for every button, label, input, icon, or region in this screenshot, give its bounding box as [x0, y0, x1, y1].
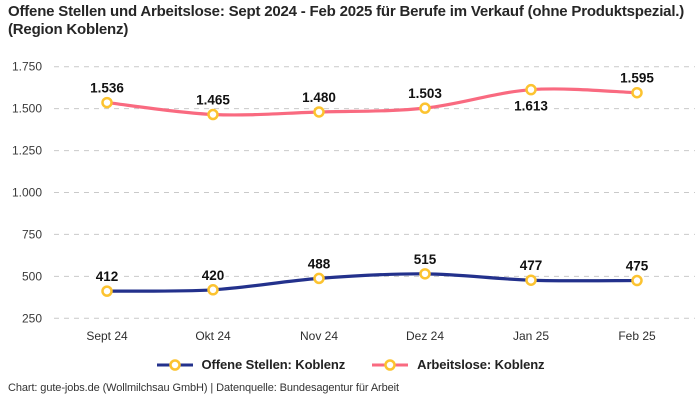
- svg-text:1.595: 1.595: [620, 71, 654, 86]
- svg-text:500: 500: [22, 269, 42, 283]
- svg-text:1.613: 1.613: [514, 99, 548, 114]
- svg-text:1.000: 1.000: [12, 186, 42, 200]
- svg-text:488: 488: [308, 256, 331, 271]
- svg-text:1.536: 1.536: [90, 81, 124, 96]
- legend-swatch-line-circle-icon: [156, 358, 193, 371]
- svg-text:1.465: 1.465: [196, 93, 230, 108]
- svg-text:412: 412: [96, 269, 119, 284]
- svg-text:250: 250: [22, 311, 42, 325]
- svg-text:1.500: 1.500: [12, 102, 42, 116]
- svg-text:1.250: 1.250: [12, 144, 42, 158]
- legend-swatch-line-circle-icon: [372, 358, 409, 371]
- svg-text:Dez 24: Dez 24: [406, 329, 444, 343]
- svg-text:Nov 24: Nov 24: [300, 329, 338, 343]
- svg-text:Sept 24: Sept 24: [86, 329, 128, 343]
- svg-text:1.503: 1.503: [408, 86, 442, 101]
- svg-text:1.750: 1.750: [12, 60, 42, 74]
- svg-text:Okt 24: Okt 24: [195, 329, 231, 343]
- svg-text:477: 477: [520, 258, 543, 273]
- svg-text:1.480: 1.480: [302, 90, 336, 105]
- svg-text:515: 515: [414, 252, 437, 267]
- svg-text:750: 750: [22, 227, 42, 241]
- chart-legend: Offene Stellen: Koblenz Arbeitslose: Kob…: [0, 357, 700, 372]
- svg-text:475: 475: [626, 259, 649, 274]
- svg-text:Feb 25: Feb 25: [618, 329, 656, 343]
- legend-item-arbeitslose[interactable]: Arbeitslose: Koblenz: [371, 357, 545, 372]
- legend-label-arbeitslose: Arbeitslose: Koblenz: [417, 357, 545, 372]
- chart-title: Offene Stellen und Arbeitslose: Sept 202…: [8, 3, 685, 38]
- legend-label-offene-stellen: Offene Stellen: Koblenz: [201, 357, 346, 372]
- svg-text:420: 420: [202, 268, 225, 283]
- legend-item-offene-stellen[interactable]: Offene Stellen: Koblenz: [156, 357, 346, 372]
- svg-text:Jan 25: Jan 25: [513, 329, 549, 343]
- chart-attribution: Chart: gute-jobs.de (Wollmilchsau GmbH) …: [8, 382, 399, 394]
